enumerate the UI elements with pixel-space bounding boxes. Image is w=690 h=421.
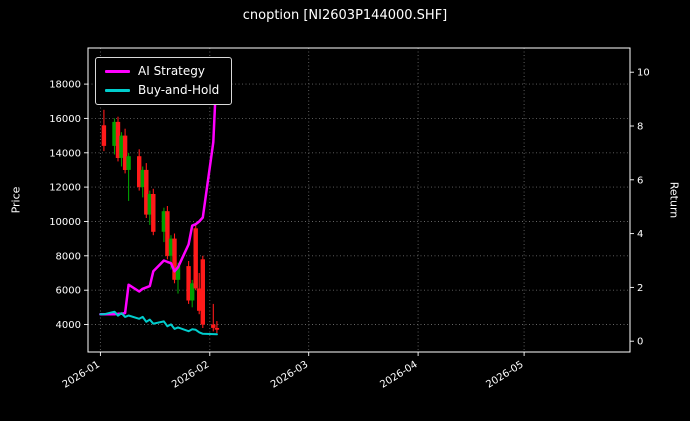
svg-text:2026-01: 2026-01 [61, 359, 102, 390]
legend-swatch-buy-and-hold [105, 89, 130, 93]
chart-title: cnoption [NI2603P144000.SHF] [242, 8, 448, 23]
legend-swatch-ai-strategy [105, 70, 130, 74]
legend: AI Strategy Buy-and-Hold [95, 57, 233, 106]
svg-text:8000: 8000 [56, 251, 81, 262]
svg-text:14000: 14000 [49, 148, 81, 159]
svg-text:2026-04: 2026-04 [378, 359, 419, 390]
svg-text:10000: 10000 [49, 217, 81, 228]
svg-text:18000: 18000 [49, 80, 81, 91]
svg-text:2026-05: 2026-05 [484, 359, 525, 390]
legend-item-buy-and-hold: Buy-and-Hold [105, 83, 220, 98]
svg-text:6: 6 [637, 175, 643, 186]
svg-text:4: 4 [637, 229, 643, 240]
legend-item-ai-strategy: AI Strategy [105, 64, 219, 78]
svg-text:10: 10 [637, 68, 650, 79]
svg-text:2: 2 [637, 283, 643, 294]
legend-label-ai-strategy: AI Strategy [138, 64, 205, 78]
svg-text:6000: 6000 [56, 286, 81, 297]
legend-label-buy-and-hold: Buy-and-Hold [138, 83, 220, 98]
svg-text:16000: 16000 [49, 114, 81, 125]
svg-text:4000: 4000 [56, 320, 81, 331]
svg-text:8: 8 [637, 122, 643, 133]
svg-text:2026-02: 2026-02 [170, 359, 211, 390]
svg-text:0: 0 [637, 337, 643, 348]
svg-text:12000: 12000 [49, 183, 81, 194]
svg-text:2026-03: 2026-03 [269, 359, 310, 390]
